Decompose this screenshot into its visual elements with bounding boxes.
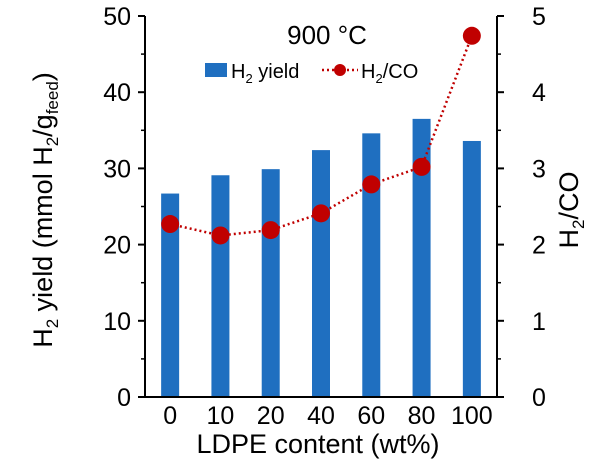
h2-co-point-40 xyxy=(312,204,330,223)
y-left-tick-label: 20 xyxy=(103,232,131,260)
x-tick-label: 20 xyxy=(257,402,285,430)
h2-co-point-80 xyxy=(412,157,431,176)
x-tick-label: 10 xyxy=(207,402,235,430)
bar-60 xyxy=(362,133,381,397)
h2-co-point-20 xyxy=(261,221,280,240)
h2-co-point-10 xyxy=(211,226,230,245)
y-right-tick-label: 2 xyxy=(532,232,546,260)
x-tick-label: 60 xyxy=(357,402,385,430)
x-tick-label: 100 xyxy=(451,402,493,430)
y-left-tick-label: 0 xyxy=(117,384,131,412)
y-left-tick-label: 30 xyxy=(103,155,131,183)
h2-co-point-60 xyxy=(362,175,381,194)
temperature-annotation: 900 °C xyxy=(287,20,367,50)
y-right-tick-label: 4 xyxy=(532,79,546,107)
bar-series-h2-yield xyxy=(161,118,481,398)
h2-co-point-100 xyxy=(462,26,481,45)
legend-bar-swatch xyxy=(205,63,227,77)
bar-0 xyxy=(161,193,180,397)
bar-40 xyxy=(312,150,330,397)
bar-10 xyxy=(211,175,230,397)
x-tick-label: 80 xyxy=(408,402,436,430)
y-left-tick-label: 40 xyxy=(103,79,131,107)
y-left-tick-label: 10 xyxy=(103,308,131,336)
legend-line-label: H2/CO xyxy=(361,61,418,86)
y-right-axis-title: H2/CO xyxy=(554,172,588,249)
y-left-tick-label: 50 xyxy=(103,3,131,31)
line-series-h2-co xyxy=(161,26,481,245)
x-tick-label: 40 xyxy=(307,402,335,430)
y-right-tick-label: 1 xyxy=(532,308,546,336)
h2-co-point-0 xyxy=(161,215,180,234)
bar-80 xyxy=(412,118,431,398)
y-right-tick-label: 0 xyxy=(532,384,546,412)
legend-bar-label: H2 yield xyxy=(231,61,299,86)
legend: H2 yield H2/CO xyxy=(205,61,418,86)
y-right-tick-label: 3 xyxy=(532,155,546,183)
bar-100 xyxy=(462,140,481,397)
x-tick-label: 0 xyxy=(163,402,177,430)
bar-20 xyxy=(261,169,280,397)
y-right-tick-label: 5 xyxy=(532,3,546,31)
x-axis-title: LDPE content (wt%) xyxy=(196,429,439,459)
y-left-axis-title: H2 yield (mmol H2/gfeed) xyxy=(28,72,62,348)
legend-line-marker xyxy=(334,64,346,76)
